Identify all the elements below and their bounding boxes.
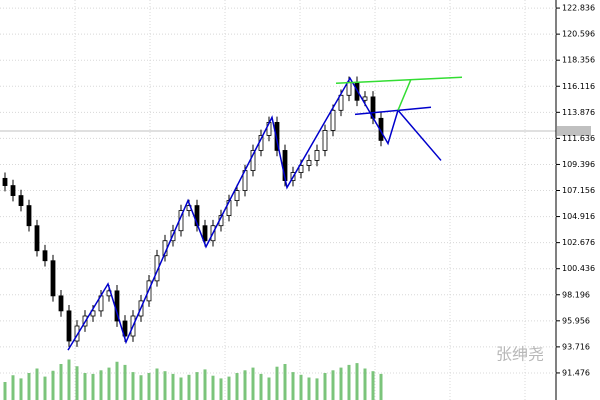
trend-line xyxy=(67,76,442,351)
y-tick-label: 100.436 xyxy=(562,264,595,273)
volume-bar xyxy=(363,368,367,400)
candle-body xyxy=(298,165,304,173)
volume-bar xyxy=(123,364,127,400)
candle-body xyxy=(10,185,16,196)
volume-bar xyxy=(99,370,103,400)
volume-bar xyxy=(203,369,207,400)
volume-bar xyxy=(107,367,111,400)
volume-bar xyxy=(51,370,55,400)
volume-bar xyxy=(67,359,71,400)
volume-bar xyxy=(379,373,383,400)
trend-line xyxy=(397,78,412,111)
volume-bar xyxy=(307,377,311,400)
volume-bar xyxy=(187,374,191,400)
trend-line xyxy=(335,76,463,85)
y-tick-label: 104.916 xyxy=(562,212,595,221)
y-tick-label: 116.116 xyxy=(562,82,595,91)
volume-bar xyxy=(91,373,95,400)
candle-body xyxy=(322,130,328,151)
volume-bar xyxy=(267,377,271,400)
watermark: 张绅尧 xyxy=(496,345,544,364)
volume-bar xyxy=(347,364,351,400)
y-tick-label: 95.956 xyxy=(562,316,590,325)
volume-bar xyxy=(299,374,303,400)
volume-bar xyxy=(19,378,23,400)
y-tick-label: 111.636 xyxy=(562,134,595,143)
volume-bar xyxy=(131,372,135,400)
candle-body xyxy=(234,190,240,201)
volume-bar xyxy=(43,376,47,400)
volume-bar xyxy=(163,371,167,400)
y-tick-label: 118.356 xyxy=(562,56,595,65)
volume-bar xyxy=(139,375,143,400)
candle-body xyxy=(58,295,64,312)
volume-bar xyxy=(227,376,231,400)
y-tick-label: 91.476 xyxy=(562,368,590,377)
trend-line xyxy=(354,106,432,116)
volume-bar xyxy=(275,366,279,400)
volume-bar xyxy=(195,372,199,400)
candle-body xyxy=(74,325,80,342)
volume-bar xyxy=(355,363,359,400)
y-tick-label: 120.596 xyxy=(562,30,595,39)
candle-body xyxy=(50,260,56,297)
candle-body xyxy=(2,177,8,186)
volume-bar xyxy=(315,378,319,400)
volume-bar xyxy=(331,370,335,400)
candle-body xyxy=(250,150,256,171)
volume-bar xyxy=(211,375,215,400)
candle-body xyxy=(314,150,320,161)
volume-bar xyxy=(243,370,247,400)
volume-bar xyxy=(179,377,183,400)
candle-body xyxy=(202,225,208,242)
volume-bar xyxy=(219,378,223,400)
candle-body xyxy=(306,160,312,166)
volume-bar xyxy=(171,373,175,400)
y-tick-label: 122.836 xyxy=(562,4,595,13)
y-tick-label: 109.396 xyxy=(562,160,595,169)
volume-bar xyxy=(235,373,239,400)
candle-body xyxy=(34,225,40,252)
volume-bar xyxy=(339,367,343,400)
y-tick-label: 102.676 xyxy=(562,238,595,247)
volume-bar xyxy=(83,373,87,400)
volume-bar xyxy=(147,373,151,400)
y-tick-label: 113.876 xyxy=(562,108,595,117)
volume-bar xyxy=(323,373,327,400)
volume-bar xyxy=(371,371,375,400)
volume-bar xyxy=(155,368,159,400)
candle-body xyxy=(18,195,24,206)
volume-bar xyxy=(259,373,263,400)
volume-bar xyxy=(35,368,39,400)
volume-bar xyxy=(75,366,79,400)
y-tick-label: 98.196 xyxy=(562,290,590,299)
volume-bar xyxy=(3,382,7,400)
candle-body xyxy=(122,320,128,337)
candle-body xyxy=(274,121,280,151)
volume-bar xyxy=(283,364,287,400)
y-tick-label: 107.156 xyxy=(562,186,595,195)
candle-body xyxy=(330,109,336,131)
candle-body xyxy=(362,96,368,101)
candle-body xyxy=(346,81,352,96)
volume-bar xyxy=(291,372,295,400)
candle-body xyxy=(42,250,48,262)
volume-bar xyxy=(27,373,31,400)
y-tick-label: 93.716 xyxy=(562,342,590,351)
candle-body xyxy=(66,310,72,342)
candle-body xyxy=(26,205,32,227)
volume-bar xyxy=(115,361,119,400)
volume-bar xyxy=(251,367,255,400)
volume-bar xyxy=(11,375,15,400)
volume-bar xyxy=(59,364,63,400)
bid-box xyxy=(557,126,591,136)
vertical-grid xyxy=(74,0,526,400)
